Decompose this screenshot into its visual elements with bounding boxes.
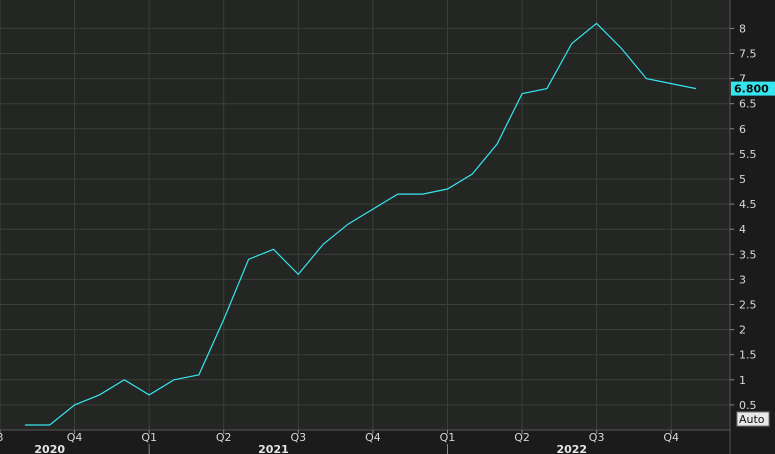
y-tick-label: 1 [739,374,746,387]
x-year-label: 2022 [556,443,587,454]
y-tick-label: 7.5 [739,48,757,61]
x-tick-label: Q4 [67,431,83,444]
last-value-label: 6.800 [734,83,769,96]
y-tick-label: 4 [739,223,746,236]
x-axis-year-labels: 2020 2021 2022 [34,443,587,454]
y-tick-label: 0.5 [739,399,757,412]
y-tick-label: 2 [739,324,746,337]
last-value-background [731,81,775,96]
x-tick-label: Q4 [365,431,381,444]
y-tick-label: 3 [739,273,746,286]
x-tick-label: Q2 [216,431,232,444]
auto-scale-button[interactable]: Auto [736,411,770,427]
y-tick-label: 1.5 [739,349,757,362]
x-year-label: 2020 [34,443,65,454]
y-tick-label: 5.5 [739,148,757,161]
y-tick-label: 5 [739,173,746,186]
x-tick-label: 3 [0,431,4,444]
y-tick-label: 3.5 [739,248,757,261]
plot-area [0,0,730,430]
y-tick-label: 4.5 [739,198,757,211]
y-axis-ticks: 0.5 1 1.5 2 2.5 3 3.5 4 4.5 5 5.5 6 6.5 7 7.5 8 [730,22,757,412]
y-tick-label: 7 [739,73,746,86]
x-tick-label: Q1 [141,431,157,444]
x-axis-ticks: 3 Q4 Q1 Q2 Q3 Q4 Q1 Q2 Q3 Q4 [0,430,679,444]
x-tick-label: Q3 [290,431,306,444]
x-tick-label: Q1 [440,431,456,444]
x-tick-label: Q4 [663,431,679,444]
auto-scale-button-label[interactable]: Auto [739,413,765,426]
y-tick-label: 8 [739,22,746,35]
gridlines [0,0,730,430]
auto-scale-button-background[interactable] [736,411,770,427]
y-tick-label: 6 [739,123,746,136]
x-year-label: 2021 [258,443,289,454]
x-tick-label: Q2 [514,431,530,444]
x-tick-label: Q3 [589,431,605,444]
last-value-marker: 6.800 [731,81,775,96]
y-tick-label: 2.5 [739,299,757,312]
series-line [24,22,697,426]
y-tick-label: 6.5 [739,98,757,111]
